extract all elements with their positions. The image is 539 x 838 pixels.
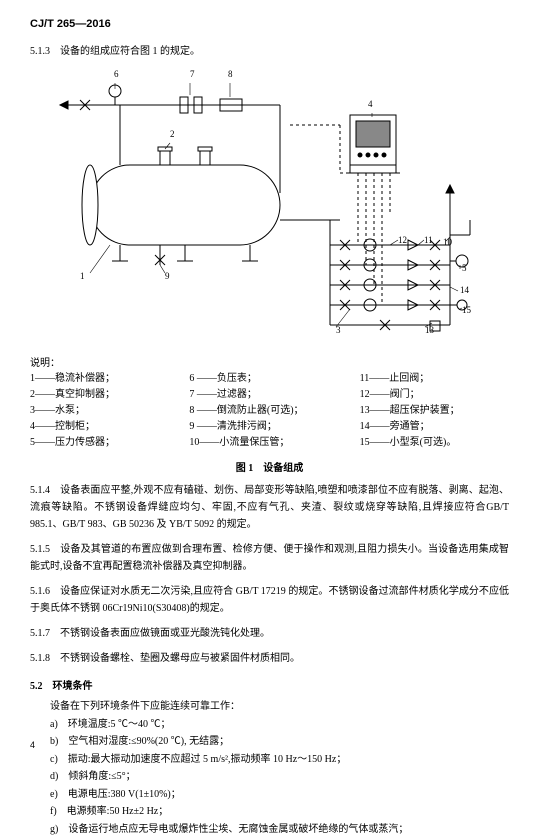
svg-text:10: 10 — [443, 237, 453, 247]
heading-5-2: 5.2 环境条件 — [30, 677, 509, 692]
svg-text:9: 9 — [165, 271, 170, 281]
page-number: 4 — [30, 740, 35, 750]
legend-item: 9 ——清洗排污阀； — [189, 419, 353, 435]
legend-item: 7 ——过滤器； — [189, 387, 353, 403]
legend-item: 4——控制柜； — [30, 419, 179, 435]
clause-5-1-8: 5.1.8 不锈钢设备螺栓、垫圈及螺母应与被紧固件材质相同。 — [30, 650, 509, 667]
env-item: g) 设备运行地点应无导电或爆炸性尘埃、无腐蚀金属或破坏绝缘的气体或蒸汽； — [30, 821, 509, 838]
svg-text:3: 3 — [336, 325, 341, 335]
clause-5-1-3: 5.1.3 设备的组成应符合图 1 的规定。 — [30, 44, 509, 59]
legend-item: 5——压力传感器； — [30, 435, 179, 451]
legend-item: 1——稳流补偿器； — [30, 371, 179, 387]
legend-item: 11——止回阀； — [360, 371, 509, 387]
env-item: a) 环境温度:5 ℃～40 ℃； — [30, 716, 509, 734]
svg-text:7: 7 — [190, 69, 195, 79]
env-lead: 设备在下列环境条件下应能连续可靠工作： — [30, 698, 509, 716]
svg-text:1: 1 — [80, 271, 85, 281]
svg-text:5: 5 — [462, 263, 467, 273]
env-item: f) 电源频率:50 Hz±2 Hz； — [30, 803, 509, 821]
svg-text:4: 4 — [368, 99, 373, 109]
env-item: c) 振动:最大振动加速度不应超过 5 m/s²,振动频率 10 Hz～150 … — [30, 751, 509, 769]
standard-id: CJ/T 265—2016 — [30, 18, 509, 30]
legend-col-1: 1——稳流补偿器； 2——真空抑制器； 3——水泵； 4——控制柜； 5——压力… — [30, 371, 179, 451]
svg-text:6: 6 — [114, 69, 119, 79]
figure-1: 6 7 8 2 4 1 9 12 11 10 5 14 15 13 3 — [30, 65, 509, 348]
legend-item: 10——小流量保压管； — [189, 435, 353, 451]
clause-5-1-7: 5.1.7 不锈钢设备表面应做镜面或亚光酸洗钝化处理。 — [30, 625, 509, 642]
svg-text:13: 13 — [425, 325, 435, 335]
legend-item: 8 ——倒流防止器(可选)； — [189, 403, 353, 419]
legend-item: 3——水泵； — [30, 403, 179, 419]
legend-item: 15——小型泵(可选)。 — [360, 435, 509, 451]
legend-item: 2——真空抑制器； — [30, 387, 179, 403]
clause-5-1-4: 5.1.4 设备表面应平整,外观不应有磕碰、划伤、局部变形等缺陷,喷塑和喷漆部位… — [30, 482, 509, 533]
env-item: e) 电源电压:380 V(1±10%)； — [30, 786, 509, 804]
env-item: b) 空气相对湿度:≤90%(20 ℃), 无结露； — [30, 733, 509, 751]
legend-col-2: 6 ——负压表； 7 ——过滤器； 8 ——倒流防止器(可选)； 9 ——清洗排… — [179, 371, 353, 451]
equipment-diagram: 6 7 8 2 4 1 9 12 11 10 5 14 15 13 3 — [30, 65, 510, 345]
svg-text:15: 15 — [462, 305, 472, 315]
legend-item: 14——旁通管； — [360, 419, 509, 435]
env-conditions: 设备在下列环境条件下应能连续可靠工作： a) 环境温度:5 ℃～40 ℃； b)… — [30, 698, 509, 838]
legend-label: 说明： — [30, 354, 509, 369]
figure-title: 图 1 设备组成 — [30, 459, 509, 474]
legend-item: 13——超压保护装置； — [360, 403, 509, 419]
legend-item: 12——阀门； — [360, 387, 509, 403]
env-item: d) 倾斜角度:≤5°； — [30, 768, 509, 786]
legend-columns: 1——稳流补偿器； 2——真空抑制器； 3——水泵； 4——控制柜； 5——压力… — [30, 371, 509, 451]
clause-5-1-5: 5.1.5 设备及其管道的布置应做到合理布置、检修方便、便于操作和观测,且阻力损… — [30, 541, 509, 575]
svg-text:8: 8 — [228, 69, 233, 79]
svg-text:14: 14 — [460, 285, 470, 295]
legend-col-3: 11——止回阀； 12——阀门； 13——超压保护装置； 14——旁通管； 15… — [354, 371, 509, 451]
svg-text:12: 12 — [398, 235, 407, 245]
svg-text:11: 11 — [424, 235, 433, 245]
svg-text:2: 2 — [170, 129, 175, 139]
clause-5-1-6: 5.1.6 设备应保证对水质无二次污染,且应符合 GB/T 17219 的规定。… — [30, 583, 509, 617]
legend-item: 6 ——负压表； — [189, 371, 353, 387]
